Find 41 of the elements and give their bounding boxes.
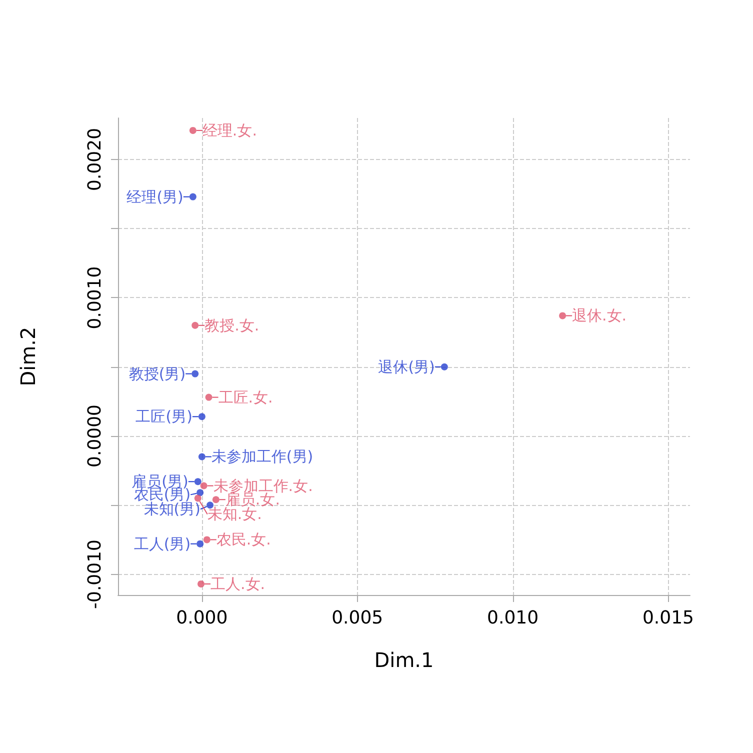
- point: [192, 370, 199, 378]
- x-tick-label: 0.015: [642, 608, 694, 628]
- y-axis-title: Dim.2: [16, 326, 40, 386]
- data-label: 工人.女.: [210, 574, 266, 593]
- data-label: 教授(男): [128, 364, 186, 383]
- data-label: 农民.女.: [216, 530, 271, 549]
- point: [189, 193, 196, 200]
- x-tick-label: 0.010: [487, 608, 539, 628]
- y-tick-label: 0.0020: [84, 128, 106, 191]
- point: [559, 312, 566, 320]
- data-label: 工人(男): [134, 534, 191, 553]
- x-axis-title: Dim.1: [374, 648, 434, 672]
- x-tick-label: 0.000: [176, 608, 228, 628]
- data-label: 未知.女.: [207, 505, 262, 524]
- x-tick-label: 0.005: [332, 608, 384, 628]
- y-tick-label: 0.0000: [84, 404, 106, 468]
- point: [192, 322, 199, 329]
- data-label: 工匠.女.: [218, 388, 273, 406]
- point: [196, 540, 204, 548]
- data-label: 退休(男): [378, 358, 435, 376]
- data-label: 未参加工作(男): [211, 448, 314, 466]
- point: [194, 478, 202, 486]
- point: [194, 494, 202, 502]
- data-label: 退休.女.: [572, 306, 627, 325]
- data-label: 工匠(男): [136, 408, 192, 426]
- point: [203, 536, 210, 544]
- y-tick-label: 0.0010: [84, 266, 106, 330]
- point: [198, 580, 204, 588]
- data-label: 教授.女.: [204, 316, 260, 334]
- point: [198, 413, 206, 420]
- data-label: 经理.女.: [202, 121, 257, 140]
- point: [189, 126, 196, 134]
- point: [440, 363, 448, 370]
- point: [205, 394, 212, 401]
- point: [198, 453, 206, 460]
- point: [200, 482, 208, 490]
- point: [212, 496, 220, 504]
- data-label: 经理(男): [126, 188, 184, 206]
- y-tick-label: -0.0010: [84, 540, 106, 610]
- point: [196, 489, 204, 496]
- data-label: 未知(男): [144, 500, 201, 518]
